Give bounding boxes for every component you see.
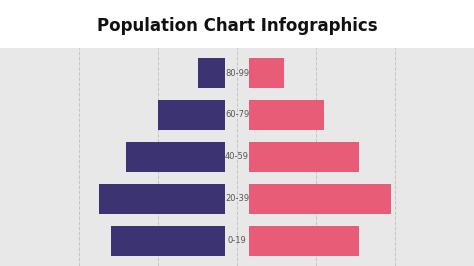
Bar	[249, 184, 391, 214]
Text: 60-79: 60-79	[225, 110, 249, 119]
Bar	[198, 58, 225, 88]
Text: Population Chart Infographics: Population Chart Infographics	[97, 17, 377, 35]
Text: 80-99: 80-99	[225, 69, 249, 78]
Bar	[249, 142, 359, 172]
Bar	[249, 58, 284, 88]
Bar	[127, 142, 225, 172]
Bar	[249, 226, 359, 256]
Bar	[99, 184, 225, 214]
Bar	[249, 100, 324, 130]
Bar	[110, 226, 225, 256]
Text: 20-39: 20-39	[225, 194, 249, 203]
Bar	[158, 100, 225, 130]
Text: 40-59: 40-59	[225, 152, 249, 161]
Text: 0-19: 0-19	[228, 236, 246, 245]
